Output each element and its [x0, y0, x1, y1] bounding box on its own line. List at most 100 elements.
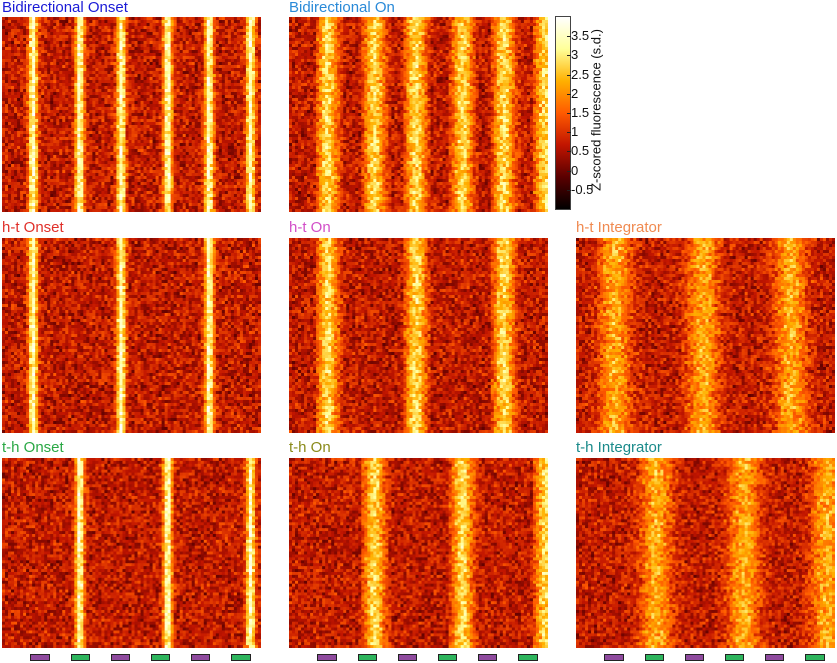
- heatmap-cell: [230, 65, 235, 69]
- heatmap-cell: [215, 23, 220, 27]
- heatmap-cell: [47, 158, 51, 162]
- heatmap-cell: [44, 47, 48, 51]
- heatmap-cell: [29, 47, 33, 51]
- heatmap-cell: [176, 83, 181, 87]
- heatmap-cell: [254, 29, 259, 33]
- heatmap-cell: [29, 158, 33, 162]
- heatmap-cell: [215, 83, 220, 87]
- heatmap-cell: [206, 110, 211, 114]
- heatmap-cell: [68, 74, 72, 78]
- heatmap-cell: [110, 164, 115, 168]
- heatmap-cell: [23, 152, 27, 156]
- heatmap-cell: [131, 44, 136, 48]
- heatmap-cell: [134, 116, 139, 120]
- heatmap-cell: [227, 26, 232, 30]
- heatmap-cell: [125, 83, 130, 87]
- heatmap-cell: [191, 38, 196, 42]
- heatmap-cell: [29, 128, 33, 132]
- heatmap-cell: [167, 92, 172, 96]
- heatmap-cell: [11, 119, 15, 123]
- heatmap-cell: [200, 143, 205, 147]
- heatmap-cell: [32, 53, 36, 57]
- heatmap-cell: [59, 110, 63, 114]
- heatmap-cell: [236, 104, 241, 108]
- heatmap-cell: [41, 68, 45, 72]
- heatmap-cell: [203, 38, 208, 42]
- heatmap-cell: [116, 50, 121, 54]
- heatmap-cell: [152, 35, 157, 39]
- heatmap-cell: [23, 122, 27, 126]
- heatmap-cell: [119, 173, 124, 177]
- heatmap-cell: [224, 122, 229, 126]
- heatmap-cell: [98, 116, 102, 120]
- heatmap-cell: [176, 53, 181, 57]
- heatmap-cell: [122, 164, 127, 168]
- heatmap-cell: [251, 143, 256, 147]
- heatmap-cell: [29, 116, 33, 120]
- heatmap-cell: [146, 137, 151, 141]
- heatmap-cell: [119, 62, 124, 66]
- heatmap-cell: [203, 23, 208, 27]
- heatmap-cell: [53, 20, 57, 24]
- heatmap-cell: [44, 182, 48, 186]
- heatmap-cell: [83, 23, 87, 27]
- heatmap-cell: [2, 137, 6, 141]
- heatmap-cell: [188, 161, 193, 165]
- heatmap-cell: [89, 119, 93, 123]
- heatmap-cell: [17, 158, 21, 162]
- heatmap-cell: [188, 185, 193, 189]
- heatmap-cell: [44, 161, 48, 165]
- heatmap-cell: [44, 98, 48, 102]
- heatmap-cell: [212, 188, 217, 192]
- heatmap-cell: [206, 167, 211, 171]
- heatmap-cell: [248, 107, 253, 111]
- heatmap-cell: [68, 20, 72, 24]
- heatmap-cell: [50, 134, 54, 138]
- heatmap-cell: [101, 98, 105, 102]
- heatmap-cell: [44, 68, 48, 72]
- heatmap-cell: [140, 161, 145, 165]
- heatmap-cell: [182, 86, 187, 90]
- heatmap-cell: [242, 140, 247, 144]
- heatmap-cell: [44, 89, 48, 93]
- heatmap-cell: [218, 101, 223, 105]
- heatmap-cell: [143, 20, 148, 24]
- heatmap-cell: [131, 83, 136, 87]
- heatmap-cell: [233, 161, 238, 165]
- heatmap-cell: [95, 83, 99, 87]
- heatmap-cell: [152, 167, 157, 171]
- heatmap-cell: [56, 167, 60, 171]
- heatmap-cell: [224, 44, 229, 48]
- heatmap-cell: [5, 32, 9, 36]
- heatmap-cell: [83, 140, 87, 144]
- heatmap-cell: [119, 188, 124, 192]
- heatmap-cell: [41, 185, 45, 189]
- heatmap-cell: [212, 155, 217, 159]
- heatmap-cell: [92, 59, 96, 63]
- heatmap-cell: [152, 125, 157, 129]
- heatmap-cell: [239, 56, 244, 60]
- heatmap-cell: [17, 80, 21, 84]
- heatmap-cell: [170, 185, 175, 189]
- heatmap-cell: [2, 101, 6, 105]
- heatmap-cell: [251, 50, 256, 54]
- heatmap-cell: [8, 185, 12, 189]
- heatmap-cell: [77, 146, 81, 150]
- heatmap-cell: [32, 80, 36, 84]
- heatmap-cell: [257, 29, 261, 33]
- heatmap-cell: [71, 23, 75, 27]
- heatmap-cell: [254, 155, 259, 159]
- heatmap-cell: [80, 86, 84, 90]
- heatmap-cell: [194, 101, 199, 105]
- heatmap-cell: [137, 50, 142, 54]
- heatmap-cell: [188, 53, 193, 57]
- heatmap-cell: [86, 50, 90, 54]
- heatmap-cell: [95, 47, 99, 51]
- heatmap-cell: [230, 128, 235, 132]
- heatmap-cell: [212, 68, 217, 72]
- heatmap-cell: [224, 29, 229, 33]
- heatmap-cell: [32, 182, 36, 186]
- heatmap-cell: [227, 92, 232, 96]
- heatmap-cell: [11, 50, 15, 54]
- heatmap-cell: [200, 116, 205, 120]
